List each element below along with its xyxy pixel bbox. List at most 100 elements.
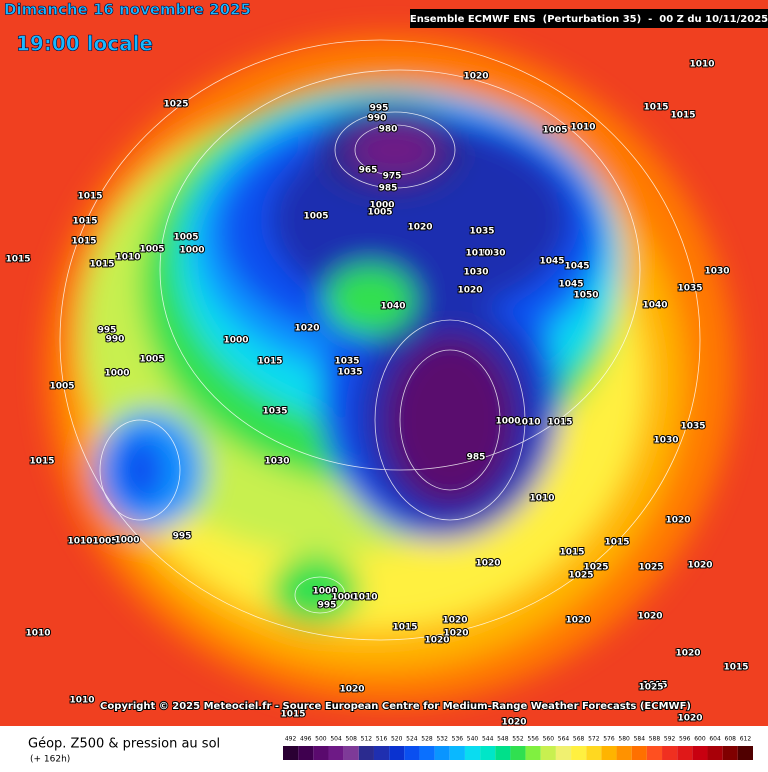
isobar-label: 1045 bbox=[564, 262, 589, 272]
scale-swatch bbox=[358, 746, 374, 760]
legend-title: Géop. Z500 & pression au sol bbox=[28, 737, 220, 752]
isobar-label: 1015 bbox=[547, 418, 572, 428]
scale-label: 600 bbox=[694, 736, 706, 743]
isobar-label: 1020 bbox=[294, 324, 319, 334]
isobar-label: 1005 bbox=[139, 245, 164, 255]
isobar-label: 1035 bbox=[334, 357, 359, 367]
scale-swatch bbox=[662, 746, 678, 760]
scale-swatch bbox=[646, 746, 663, 760]
scale-label: 508 bbox=[345, 736, 357, 743]
isobar-label: 980 bbox=[379, 125, 398, 135]
isobar-label: 1025 bbox=[638, 683, 663, 693]
isobar-label: 1010 bbox=[115, 253, 140, 263]
scale-swatch bbox=[707, 746, 723, 760]
isobar-label: 1045 bbox=[539, 257, 564, 267]
scale-swatch bbox=[692, 746, 708, 760]
isobar-label: 1025 bbox=[583, 563, 608, 573]
isobar-label: 1015 bbox=[670, 111, 695, 121]
isobar-label: 1035 bbox=[262, 407, 287, 417]
isobar-label: 1030 bbox=[463, 268, 488, 278]
scale-swatch bbox=[540, 746, 556, 760]
isobar-label: 1005 bbox=[367, 208, 392, 218]
isobar-label: 1015 bbox=[559, 548, 584, 558]
legend-lead: (+ 162h) bbox=[30, 755, 70, 765]
isobar-label: 1005 bbox=[139, 355, 164, 365]
isobar-label: 1010 bbox=[529, 494, 554, 504]
scale-label: 520 bbox=[391, 736, 403, 743]
isobar-label: 1020 bbox=[475, 559, 500, 569]
isobar-label: 1000 bbox=[495, 417, 520, 427]
scale-swatch bbox=[510, 746, 526, 760]
isobar-label: 1025 bbox=[568, 571, 593, 581]
isobar-label: 1010 bbox=[465, 249, 490, 259]
isobar-label: 1040 bbox=[380, 302, 405, 312]
isobar-label: 1020 bbox=[443, 629, 468, 639]
isobar-label: 1015 bbox=[71, 237, 96, 247]
isobar-label: 990 bbox=[368, 114, 387, 124]
scale-swatch bbox=[480, 746, 496, 760]
isobar-label: 1010 bbox=[570, 123, 595, 133]
scale-label: 512 bbox=[361, 736, 373, 743]
isobar-label: 1020 bbox=[565, 616, 590, 626]
scale-label: 588 bbox=[649, 736, 661, 743]
isobar-label: 1020 bbox=[675, 649, 700, 659]
isobar-label: 1015 bbox=[257, 357, 282, 367]
scale-swatch bbox=[722, 746, 738, 760]
isobar-label: 1015 bbox=[72, 217, 97, 227]
scale-label: 584 bbox=[634, 736, 646, 743]
isobar-label: 1015 bbox=[77, 192, 102, 202]
isobar-label: 1020 bbox=[424, 636, 449, 646]
scale-swatch bbox=[525, 746, 541, 760]
scale-label: 612 bbox=[740, 736, 752, 743]
isobar-label: 1025 bbox=[163, 100, 188, 110]
isobar-label: 1035 bbox=[677, 284, 702, 294]
isobar-label: 1020 bbox=[339, 685, 364, 695]
isobar-label: 1025 bbox=[638, 563, 663, 573]
scale-swatch bbox=[313, 746, 329, 760]
isobar-label: 985 bbox=[379, 184, 398, 194]
scale-label: 548 bbox=[497, 736, 509, 743]
scale-label: 500 bbox=[315, 736, 327, 743]
scale-swatch bbox=[404, 746, 420, 760]
isobar-label: 990 bbox=[106, 335, 125, 345]
scale-swatch bbox=[631, 746, 647, 760]
scale-swatch bbox=[464, 746, 481, 760]
model-box bbox=[410, 9, 768, 28]
isobar-label: 1020 bbox=[501, 718, 526, 728]
isobar-label: 1035 bbox=[469, 227, 494, 237]
scale-label: 604 bbox=[709, 736, 721, 743]
isobar-label: 1005 bbox=[173, 233, 198, 243]
scale-swatch bbox=[495, 746, 511, 760]
scale-swatch bbox=[419, 746, 435, 760]
scale-label: 564 bbox=[558, 736, 570, 743]
scale-swatch bbox=[555, 746, 572, 760]
scale-label: 544 bbox=[482, 736, 494, 743]
isobar-label: 1020 bbox=[665, 516, 690, 526]
isobar-label: 1015 bbox=[392, 623, 417, 633]
isobar-label: 1010 bbox=[352, 593, 377, 603]
scale-swatch bbox=[343, 746, 359, 760]
isobar-label: 1040 bbox=[642, 301, 667, 311]
isobar-label: 1005 bbox=[49, 382, 74, 392]
scale-swatch bbox=[677, 746, 693, 760]
isobar-label: 1000 bbox=[312, 587, 337, 597]
scale-swatch bbox=[586, 746, 602, 760]
scale-label: 572 bbox=[588, 736, 600, 743]
scale-label: 536 bbox=[452, 736, 464, 743]
isobar-label: 1020 bbox=[442, 616, 467, 626]
model: Ensemble ECMWF ENS (Perturbation 35) - 0… bbox=[410, 14, 768, 25]
scale-label: 560 bbox=[543, 736, 555, 743]
scale-label: 592 bbox=[664, 736, 676, 743]
scale-swatch bbox=[616, 746, 632, 760]
isobar-label: 1020 bbox=[457, 286, 482, 296]
isobar-label: 1050 bbox=[573, 291, 598, 301]
scale-label: 608 bbox=[725, 736, 737, 743]
isobar-label: 1010 bbox=[69, 696, 94, 706]
scale-swatch bbox=[434, 746, 450, 760]
scale-swatch bbox=[449, 746, 465, 760]
scale-label: 556 bbox=[527, 736, 539, 743]
isobar-label: 1035 bbox=[680, 422, 705, 432]
scale-label: 528 bbox=[421, 736, 433, 743]
scale-label: 576 bbox=[603, 736, 615, 743]
